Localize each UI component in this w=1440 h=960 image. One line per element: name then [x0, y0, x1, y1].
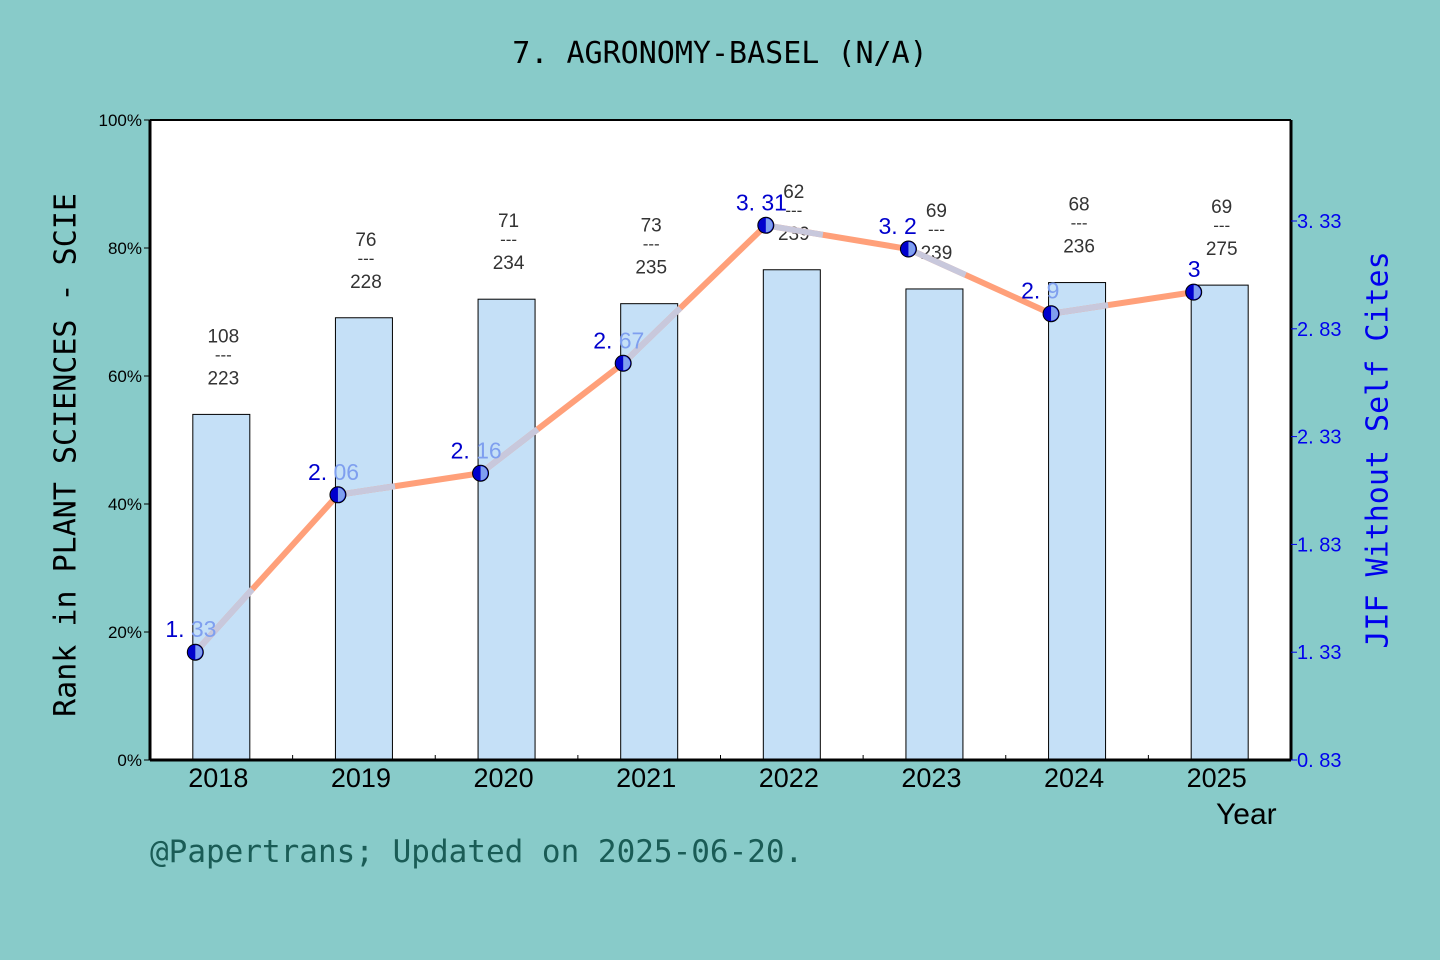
y-right-tick-label: 1. 83 — [1297, 534, 1341, 556]
rank-divider: --- — [1071, 214, 1088, 233]
total-label: 228 — [350, 272, 382, 293]
rank-divider: --- — [785, 201, 802, 220]
rank-label: 69 — [926, 201, 947, 222]
jif-line-series: 1. 33 2. 06 2. 16 2. 67 3. 31 3. 2 2. 9 3 — [165, 189, 1203, 661]
bar — [192, 413, 251, 761]
x-tick-label: 2019 — [331, 763, 391, 793]
jif-line-highlight — [1050, 302, 1109, 317]
x-tick-label: 2021 — [616, 763, 676, 793]
rank-divider: --- — [215, 345, 232, 364]
total-label: 223 — [207, 368, 239, 389]
total-label: 275 — [1206, 239, 1238, 260]
rank-label: 68 — [1068, 195, 1089, 216]
total-label: 234 — [493, 253, 525, 274]
x-tick-label: 2024 — [1044, 763, 1104, 793]
jif-marker-highlight — [765, 218, 773, 233]
rank-label: 76 — [355, 230, 376, 251]
jif-marker-highlight — [1051, 306, 1059, 321]
y-right-tick-label: 2. 83 — [1297, 319, 1341, 341]
jif-value-label: 1. 33 — [165, 616, 216, 642]
rank-divider: --- — [500, 230, 517, 249]
y-right-tick-label: 1. 33 — [1297, 642, 1341, 664]
jif-marker-highlight — [195, 645, 203, 660]
bar — [477, 298, 536, 761]
rank-divider: --- — [1213, 216, 1230, 235]
rank-label: 71 — [498, 211, 519, 232]
jif-value-label: 3 — [1188, 256, 1201, 282]
y-tick-label: 100% — [99, 111, 142, 130]
jif-marker-highlight — [1193, 285, 1201, 300]
total-label: 235 — [635, 258, 667, 279]
bar — [1190, 284, 1249, 761]
jif-line-highlight — [478, 426, 540, 476]
x-tick-label: 2025 — [1187, 763, 1247, 793]
rank-divider: --- — [357, 249, 374, 268]
jif-value-label: 2. 9 — [1021, 278, 1059, 304]
y-tick-label: 20% — [108, 623, 142, 642]
y-tick-label: 0% — [117, 751, 142, 770]
jif-marker-highlight — [337, 487, 345, 502]
y-tick-label: 40% — [108, 495, 142, 514]
plot-area — [150, 120, 1291, 760]
jif-value-label: 2. 67 — [593, 327, 644, 353]
total-label: 236 — [1063, 237, 1095, 258]
y-axis-label-left: Rank in PLANT SCIENCES - SCIE — [48, 193, 84, 717]
jif-value-label: 2. 06 — [308, 459, 359, 485]
x-tick-label: 2023 — [901, 763, 961, 793]
y-axis-label-right: JIF Without Self Cites — [1360, 251, 1396, 649]
x-tick-label: 2022 — [759, 763, 819, 793]
rank-label: 69 — [1211, 197, 1232, 218]
y-tick-label: 80% — [108, 239, 142, 258]
jif-marker-highlight — [908, 242, 916, 257]
jif-line-highlight — [621, 305, 683, 366]
y-right-tick-label: 2. 33 — [1297, 427, 1341, 449]
x-axis-label: Year — [1216, 798, 1277, 831]
y-tick-label: 60% — [108, 367, 142, 386]
jif-line-highlight — [337, 483, 396, 498]
jif-line-highlight — [765, 222, 824, 238]
bar — [905, 288, 964, 761]
jif-line-highlight — [193, 587, 255, 655]
rank-label: 62 — [783, 182, 804, 203]
rank-label: 73 — [641, 216, 662, 237]
bar-series — [192, 269, 1249, 761]
footer-credit: @Papertrans; Updated on 2025-06-20. — [150, 834, 804, 870]
y-right-tick-label: 3. 33 — [1297, 211, 1341, 233]
bar — [620, 303, 679, 761]
jif-value-label: 3. 31 — [736, 189, 787, 215]
rank-divider: --- — [928, 220, 945, 239]
jif-marker-highlight — [480, 466, 488, 481]
x-tick-label: 2018 — [188, 763, 248, 793]
jif-value-label: 2. 16 — [451, 437, 502, 463]
bar — [1048, 282, 1107, 761]
bar — [334, 317, 393, 761]
chart-title: 7. AGRONOMY-BASEL (N/A) — [512, 36, 928, 71]
bar — [762, 269, 821, 761]
axes: 0% 20% 40% 60% 80% 100% 0. 83 1. 33 1. 83 2. 33 2.… — [99, 111, 1342, 793]
x-tick-label: 2020 — [474, 763, 534, 793]
y-right-tick-label: 0. 83 — [1297, 750, 1341, 772]
jif-marker-highlight — [623, 356, 631, 371]
jif-line-highlight — [907, 246, 967, 278]
rank-divider: --- — [643, 235, 660, 254]
rank-label: 108 — [207, 326, 239, 347]
jif-value-label: 3. 2 — [878, 213, 916, 239]
